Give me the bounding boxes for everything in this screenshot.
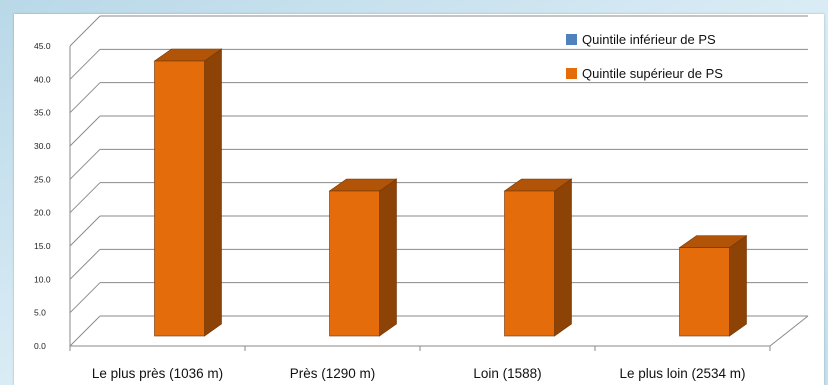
legend-swatch: [566, 68, 577, 79]
bar-side: [554, 178, 572, 337]
x-category-labels: Le plus près (1036 m) Près (1290 m) Loin (…: [92, 366, 746, 381]
gridline-depth: [69, 115, 101, 147]
bar: [679, 247, 730, 337]
bar-side: [379, 178, 397, 337]
bar-side: [204, 48, 222, 337]
gridline-depth: [69, 248, 101, 280]
bar: [504, 190, 555, 337]
y-tick-label: 20.0: [34, 208, 51, 218]
gridline-depth: [69, 82, 101, 114]
y-tick-label: 30.0: [34, 141, 51, 151]
x-category-label: Le plus loin (2534 m): [619, 366, 745, 381]
bar: [329, 190, 380, 337]
legend-label: Quintile inférieur de PS: [582, 32, 716, 47]
bar-side: [729, 235, 747, 337]
y-tick-label: 35.0: [34, 108, 51, 118]
gridline-depth: [69, 48, 101, 80]
bar: [154, 60, 205, 337]
legend-swatch: [566, 34, 577, 45]
y-tick-label: 25.0: [34, 174, 51, 184]
y-tick-label: 5.0: [34, 308, 46, 318]
bars: [153, 48, 748, 337]
x-category-label: Le plus près (1036 m): [92, 366, 223, 381]
gridline-depth: [69, 315, 101, 347]
legend: Quintile inférieur de PS Quintile supérie…: [566, 32, 723, 81]
gridline-depth: [69, 215, 101, 247]
y-tick-label: 45.0: [34, 41, 51, 51]
y-tick-label: 15.0: [34, 241, 51, 251]
gridline-depth: [69, 182, 101, 214]
x-category-label: Loin (1588): [473, 366, 541, 381]
y-tick-label: 10.0: [34, 274, 51, 284]
gridline-depth: [69, 282, 101, 314]
y-tick-label: 0.0: [34, 341, 46, 351]
y-tick-labels: 0.0 5.0 10.0 15.0 20.0 25.0 30.0 35.0 40.0 45.0: [34, 41, 51, 351]
gridline-depth: [69, 148, 101, 180]
floor-right-edge: [769, 315, 809, 347]
gridline-depth: [69, 15, 101, 47]
y-tick-label: 40.0: [34, 74, 51, 84]
x-category-label: Près (1290 m): [290, 366, 376, 381]
legend-label: Quintile supérieur de PS: [582, 66, 723, 81]
